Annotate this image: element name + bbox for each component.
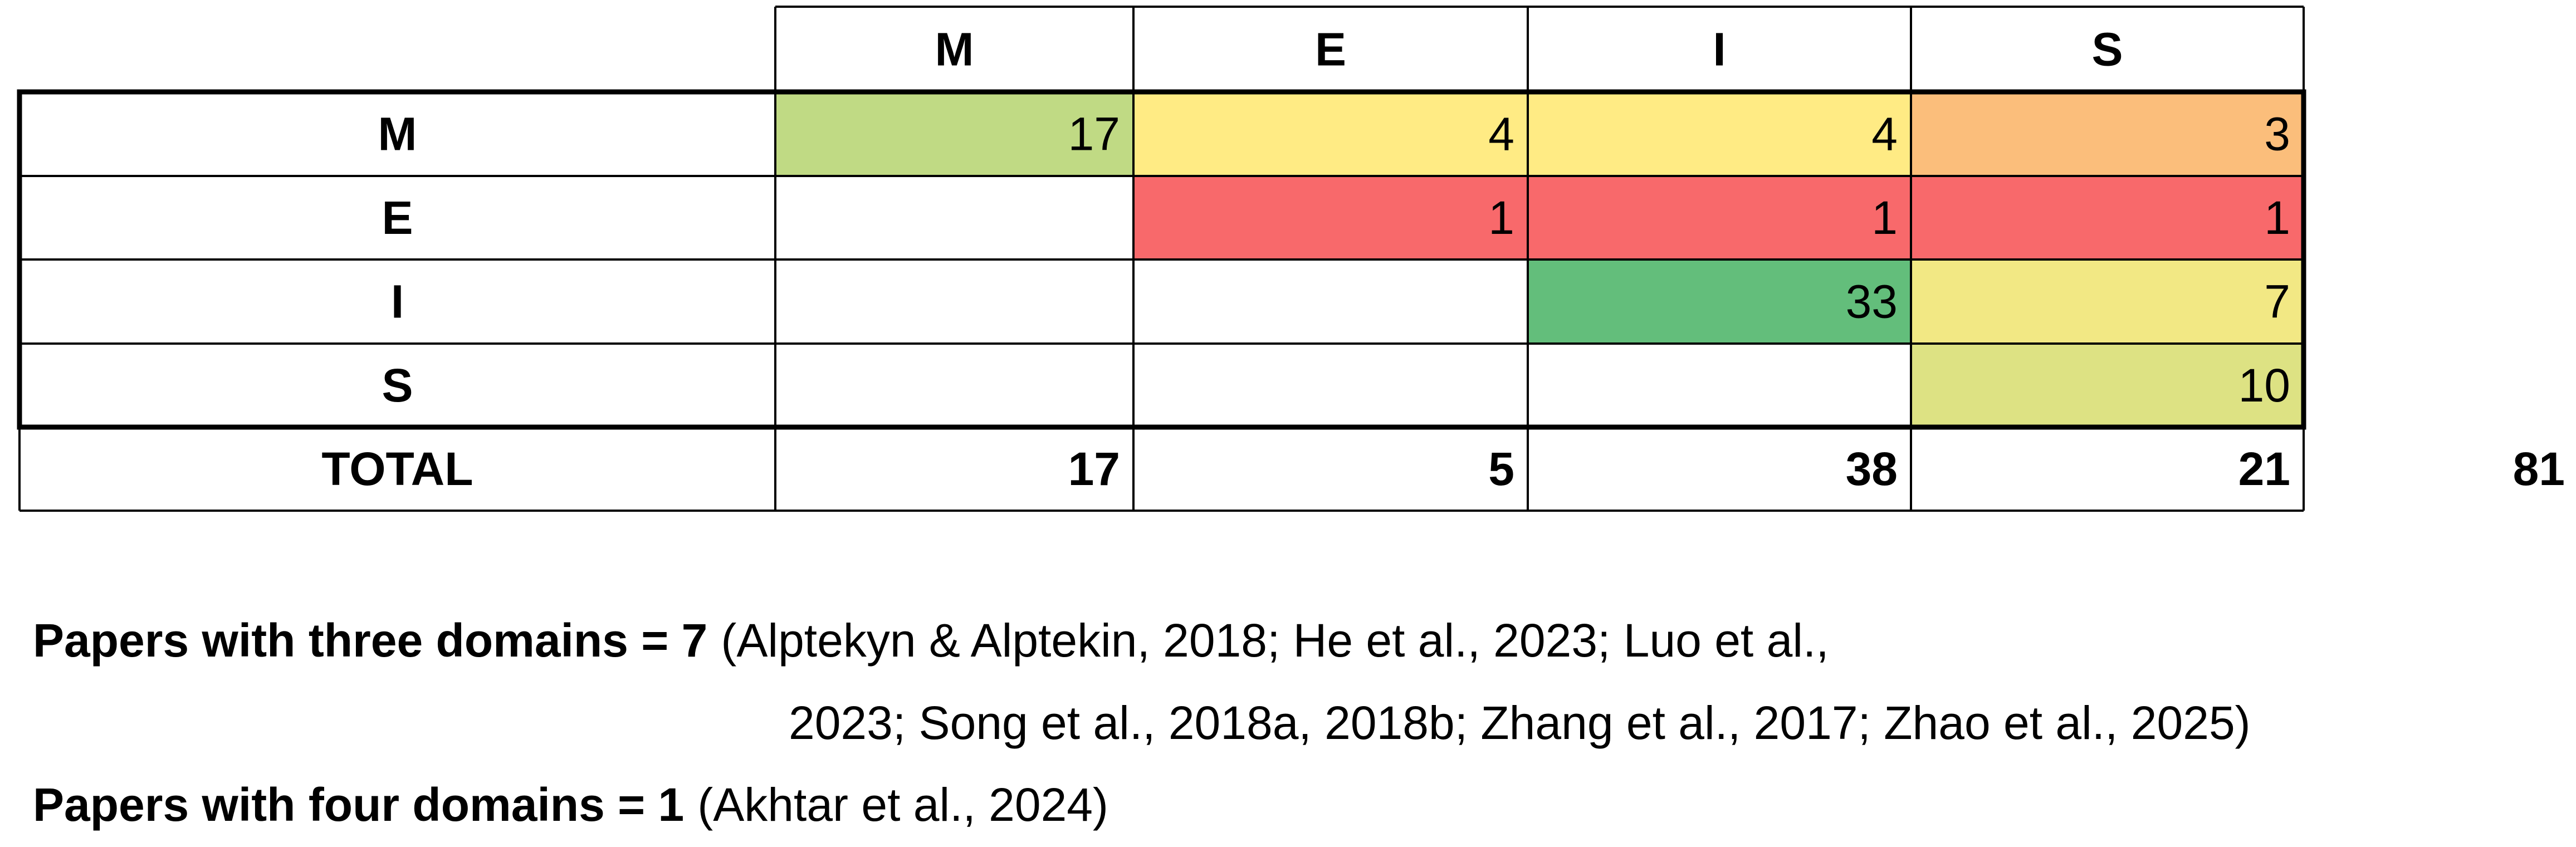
- total-value: 38: [1846, 443, 1898, 495]
- total-label: TOTAL: [321, 443, 473, 495]
- cell-fill: [1911, 176, 2304, 260]
- cell-value: 3: [2264, 108, 2290, 160]
- cell-value: 1: [1871, 192, 1898, 244]
- cell-fill: [1528, 92, 1911, 176]
- cell-fill: [1911, 260, 2304, 344]
- cell-value: 1: [2264, 192, 2290, 244]
- cell-fill: [775, 92, 1133, 176]
- grand-total: 81: [2513, 443, 2565, 495]
- cell-fill: [1528, 176, 1911, 260]
- row-label: I: [391, 276, 404, 328]
- cell-fill: [1911, 344, 2304, 427]
- row-label: M: [378, 108, 417, 160]
- cell-value: 1: [1488, 192, 1514, 244]
- total-value: 21: [2238, 443, 2290, 495]
- cell-fill: [1911, 92, 2304, 176]
- note-citation: (Akhtar et al., 2024): [697, 779, 1108, 831]
- thick-border: [17, 89, 2306, 430]
- note: Papers with four domains = 1 (Akhtar et a…: [33, 779, 1108, 831]
- total-value: 5: [1488, 443, 1514, 495]
- column-header: I: [1713, 23, 1726, 76]
- column-header: S: [2091, 23, 2123, 76]
- row-label: E: [382, 192, 413, 244]
- cell-value: 17: [1068, 108, 1120, 160]
- cell-value: 4: [1871, 108, 1898, 160]
- column-header: E: [1315, 23, 1346, 76]
- cell-value: 33: [1846, 276, 1898, 328]
- column-header: M: [935, 23, 974, 76]
- row-label: S: [382, 359, 413, 412]
- cell-value: 7: [2264, 276, 2290, 328]
- cell-fill: [1528, 260, 1911, 344]
- note-label: Papers with three domains = 7: [33, 614, 707, 667]
- note-citation: 2023; Song et al., 2018a, 2018b; Zhang e…: [789, 697, 2251, 749]
- note: Papers with three domains = 7 (Alptekyn &…: [33, 614, 1829, 667]
- cell-fill: [1133, 92, 1528, 176]
- note-label: Papers with four domains = 1: [33, 779, 684, 831]
- cell-value: 4: [1488, 108, 1514, 160]
- cell-fill: [1133, 176, 1528, 260]
- note-citation: (Alptekyn & Alptekin, 2018; He et al., 2…: [721, 614, 1829, 667]
- cell-value: 10: [2238, 359, 2290, 412]
- total-value: 17: [1068, 443, 1120, 495]
